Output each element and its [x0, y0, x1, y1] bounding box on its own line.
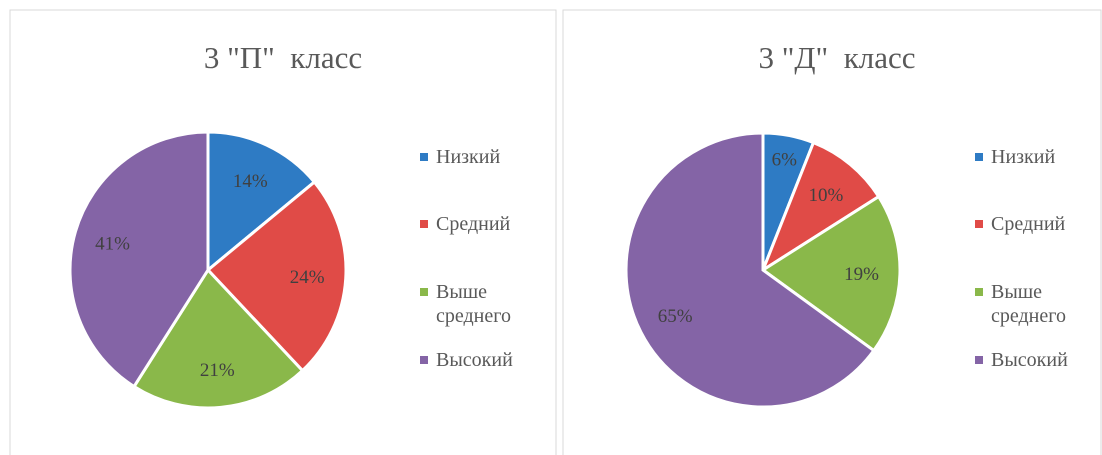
legend-item: Выше среднего: [975, 280, 1101, 328]
legend-label: Средний: [991, 213, 1066, 235]
legend-swatch: [975, 288, 983, 296]
data-label: 19%: [844, 264, 879, 285]
legend-item: Средний: [975, 212, 1101, 236]
legend-label: Выше среднего: [436, 281, 511, 327]
legend-swatch: [420, 356, 428, 364]
legend-label: Высокий: [436, 349, 513, 371]
pie-slice: [68, 130, 210, 389]
data-label: 41%: [95, 233, 130, 254]
legend-label: Низкий: [436, 146, 501, 168]
legend-label: Высокий: [991, 349, 1068, 371]
pie-slice: [131, 267, 305, 410]
legend-swatch: [420, 153, 428, 161]
pie-slice: [205, 179, 348, 373]
legend-item: Высокий: [420, 348, 546, 372]
legend-swatch: [975, 153, 983, 161]
data-label: 6%: [772, 149, 798, 170]
pie-slice: [624, 131, 876, 409]
data-label: 65%: [658, 306, 693, 327]
chart-title: 3 "П" класс: [204, 40, 362, 75]
data-label: 10%: [808, 185, 843, 206]
data-label: 21%: [200, 360, 235, 381]
legend-swatch: [420, 288, 428, 296]
legend-swatch: [420, 220, 428, 228]
pie-slice: [759, 140, 881, 274]
legend-label: Выше среднего: [991, 281, 1066, 327]
legend-label: Низкий: [991, 146, 1056, 168]
legend-item: Низкий: [420, 145, 546, 169]
data-label: 24%: [290, 267, 325, 288]
legend-item: Высокий: [975, 348, 1101, 372]
legend-swatch: [975, 356, 983, 364]
data-label: 14%: [233, 171, 268, 192]
chart-title: 3 "Д" класс: [758, 40, 915, 75]
pie-slice: [760, 194, 902, 353]
pie-slice: [206, 130, 317, 274]
legend-item: Низкий: [975, 145, 1101, 169]
legend-label: Средний: [436, 213, 511, 235]
legend-item: Выше среднего: [420, 280, 546, 328]
legend-item: Средний: [420, 212, 546, 236]
legend-swatch: [975, 220, 983, 228]
